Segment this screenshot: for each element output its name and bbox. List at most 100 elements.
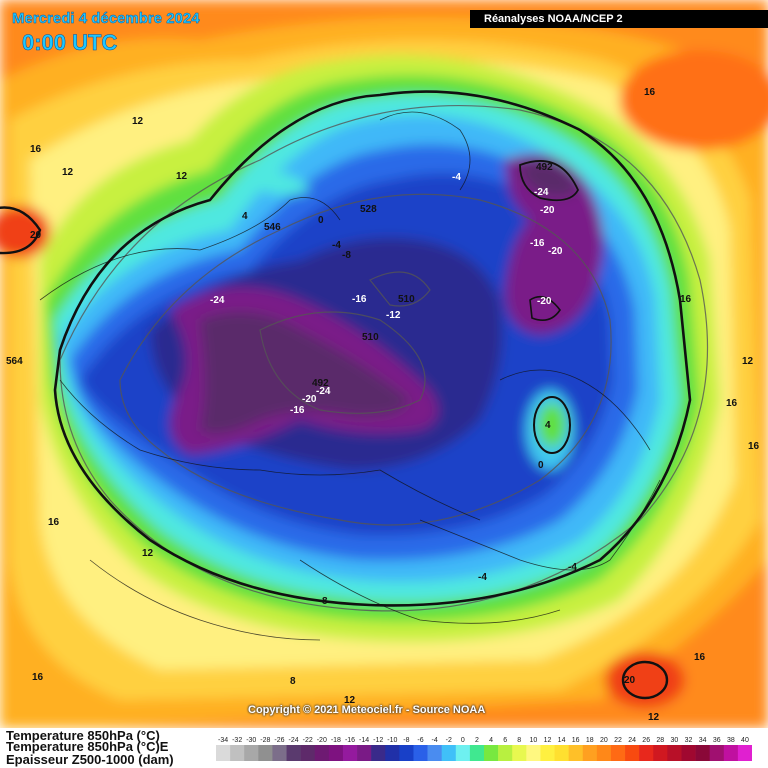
colorbar-tick-label: 34	[699, 737, 707, 744]
map-label: 492	[312, 378, 329, 389]
colorbar-tick-label: -28	[260, 737, 270, 744]
colorbar-tick-label: 30	[671, 737, 679, 744]
map-label: -12	[386, 310, 401, 321]
isotherm-20-west	[0, 206, 42, 255]
colorbar-swatch	[498, 745, 513, 761]
map-label: -4	[478, 572, 487, 583]
map-label: -8	[342, 250, 351, 261]
map-label: -4	[332, 240, 341, 251]
colorbar-tick-label: 18	[586, 737, 594, 744]
map-label: 0	[538, 460, 544, 471]
colorbar-swatch	[427, 745, 442, 761]
colorbar-tick-label: 20	[600, 737, 608, 744]
colorbar-tick-label: 8	[517, 737, 521, 744]
colorbar-tick-label: -30	[246, 737, 256, 744]
isotherm-core-east-2	[529, 295, 561, 321]
colorbar-tick-label: 28	[656, 737, 664, 744]
map-label: 4	[242, 211, 248, 222]
colorbar-swatch	[441, 745, 457, 761]
colorbar-tick-label: -18	[331, 737, 341, 744]
colorbar-tick-label: -2	[446, 737, 452, 744]
colorbar-swatch	[314, 745, 330, 761]
colorbar-tick-label: -4	[432, 737, 438, 744]
colorbar-tick-label: -6	[417, 737, 423, 744]
map-label: 510	[398, 294, 415, 305]
map-label: -16	[352, 294, 367, 305]
colorbar-swatch	[385, 745, 400, 761]
colorbar-swatch	[230, 745, 245, 761]
colorbar-tick-label: 26	[642, 737, 650, 744]
map-label: 12	[132, 116, 144, 127]
colorbar-swatch	[328, 745, 344, 761]
colorbar-tick-label: -10	[387, 737, 397, 744]
map-label: 564	[6, 356, 23, 367]
colorbar-swatch	[554, 745, 569, 761]
colorbar-tick-label: -8	[403, 737, 409, 744]
map-label: -16	[530, 238, 545, 249]
map-label: -24	[210, 295, 225, 306]
map-time-title: 0:00 UTC	[22, 30, 118, 56]
colorbar-swatch	[709, 745, 725, 761]
map-label: 510	[362, 332, 379, 343]
isotherm-20-east	[621, 660, 669, 700]
colorbar-tick-label: -26	[274, 737, 284, 744]
map-date-title: Mercredi 4 décembre 2024	[12, 10, 200, 27]
colorbar-swatch	[216, 745, 231, 761]
colorbar-tick-label: 10	[529, 737, 537, 744]
colorbar-tick-label: 2	[475, 737, 479, 744]
colorbar-swatch	[342, 745, 358, 761]
map-label: 12	[142, 548, 154, 559]
map-label: 16	[726, 398, 738, 409]
map-label: -20	[537, 296, 552, 307]
colorbar-swatch	[596, 745, 612, 761]
colorbar-swatch	[639, 745, 654, 761]
colorbar-tick-label: 22	[614, 737, 622, 744]
colorbar-tick-label: 38	[727, 737, 735, 744]
colorbar-swatch	[512, 745, 527, 761]
colorbar-swatch	[625, 745, 640, 761]
map-label: 16	[32, 672, 44, 683]
coastlines	[39, 111, 661, 641]
colorbar-tick-label: -12	[373, 737, 383, 744]
map-label: 16	[30, 144, 42, 155]
colorbar-swatch	[455, 745, 471, 761]
colorbar-tick-label: -22	[303, 737, 313, 744]
zero-isotherm	[53, 90, 692, 607]
colorbar-tick-label: 12	[544, 737, 552, 744]
map-label: -20	[302, 394, 317, 405]
temperature-colorbar: -34 -32 -30 -28 -26 -24 -22 -20 -18 -16 -14 -12 -10-…	[216, 737, 752, 761]
colorbar-tick-label: 24	[628, 737, 636, 744]
map-label: -24	[316, 386, 331, 397]
colorbar-swatch	[667, 745, 682, 761]
colorbar-swatch	[357, 745, 372, 761]
legend-title-2: Temperature 850hPa (°C)E	[6, 739, 169, 754]
map-label: 16	[680, 294, 692, 305]
map-label: -16	[290, 405, 305, 416]
map-label: 12	[742, 356, 754, 367]
isotherm-ring	[533, 396, 571, 454]
colorbar-tick-label: 6	[503, 737, 507, 744]
colorbar-swatch	[244, 745, 259, 761]
contour-labels: 12 16 12 12 20 4 0 -4 -8 528 546 564 -24…	[6, 87, 760, 723]
map-label: -20	[540, 205, 555, 216]
map-label: -4	[568, 562, 577, 573]
map-label: 4	[545, 420, 551, 431]
map-label: -20	[548, 246, 563, 257]
colorbar-tick-label: 36	[713, 737, 721, 744]
map-label: 12	[176, 171, 188, 182]
map-label: 12	[62, 167, 74, 178]
map-label: 8	[322, 596, 328, 607]
map-label: 12	[648, 712, 660, 723]
map-label: 528	[360, 204, 377, 215]
map-label: 12	[344, 695, 356, 706]
colorbar-swatch	[681, 745, 696, 761]
colorbar-swatch	[526, 745, 541, 761]
map-label: 16	[48, 517, 60, 528]
colorbar-tick-label: -20	[317, 737, 327, 744]
colorbar-swatch	[399, 745, 414, 761]
colorbar-tick-label: -16	[345, 737, 355, 744]
legend-panel: Temperature 850hPa (°C) Temperature 850h…	[0, 728, 768, 768]
map-label: 16	[748, 441, 760, 452]
colorbar-swatch	[469, 745, 485, 761]
